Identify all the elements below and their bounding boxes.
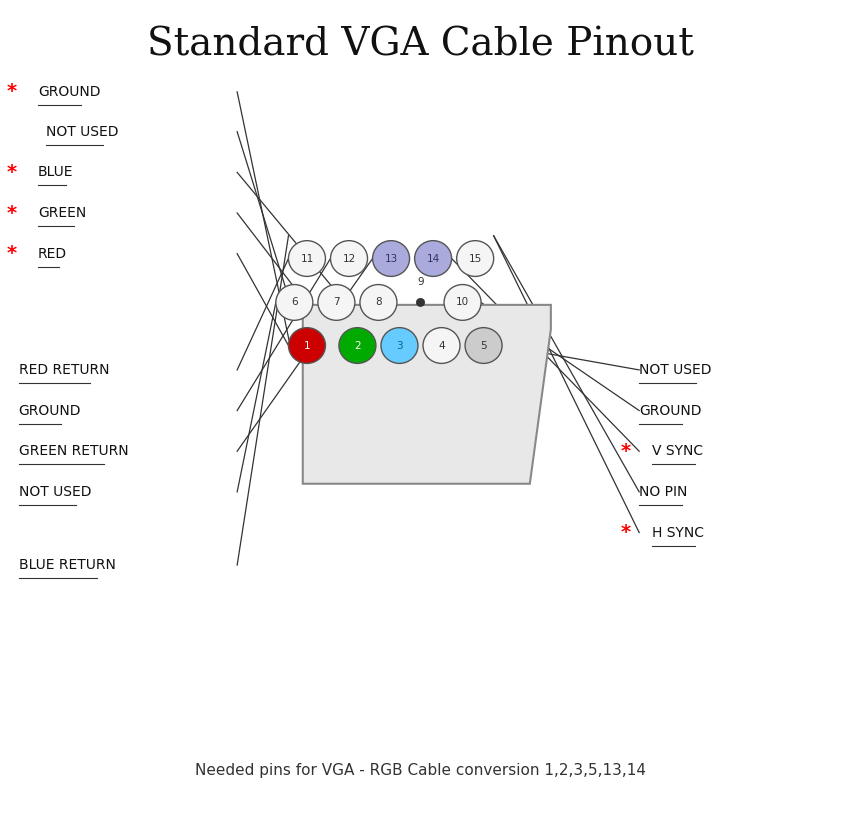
Circle shape [288,241,325,276]
Circle shape [288,328,325,363]
Text: 3: 3 [396,341,403,350]
Text: 15: 15 [468,254,482,263]
Circle shape [373,241,410,276]
Text: RED: RED [38,246,67,261]
Text: GREEN: GREEN [38,206,86,220]
Text: GROUND: GROUND [19,403,81,418]
Circle shape [416,298,425,307]
Circle shape [331,241,368,276]
Text: *: * [7,163,17,182]
Text: 11: 11 [300,254,314,263]
Text: 4: 4 [438,341,445,350]
Text: 14: 14 [426,254,440,263]
Text: NOT USED: NOT USED [639,363,711,377]
Text: GROUND: GROUND [639,403,701,418]
Text: *: * [621,523,631,542]
Text: 10: 10 [456,298,469,307]
Circle shape [381,328,418,363]
Text: 5: 5 [480,341,487,350]
Circle shape [318,285,355,320]
Text: NOT USED: NOT USED [46,124,119,139]
Text: *: * [7,244,17,263]
Circle shape [444,285,481,320]
Polygon shape [303,305,551,484]
Text: GROUND: GROUND [38,85,100,99]
Text: NO PIN: NO PIN [639,485,688,499]
Text: BLUE RETURN: BLUE RETURN [19,558,115,572]
Text: BLUE: BLUE [38,165,73,180]
Text: 6: 6 [291,298,298,307]
Circle shape [360,285,397,320]
Text: Standard VGA Cable Pinout: Standard VGA Cable Pinout [147,26,694,63]
Text: 2: 2 [354,341,361,350]
Text: 8: 8 [375,298,382,307]
Text: H SYNC: H SYNC [652,525,704,540]
Text: 12: 12 [342,254,356,263]
Text: 9: 9 [417,277,424,287]
Circle shape [465,328,502,363]
Text: NOT USED: NOT USED [19,485,91,499]
Text: *: * [621,441,631,461]
Text: GREEN RETURN: GREEN RETURN [19,444,128,459]
Text: RED RETURN: RED RETURN [19,363,109,377]
Text: *: * [7,203,17,223]
Text: 7: 7 [333,298,340,307]
Text: *: * [7,82,17,102]
Text: Needed pins for VGA - RGB Cable conversion 1,2,3,5,13,14: Needed pins for VGA - RGB Cable conversi… [195,763,646,778]
Circle shape [339,328,376,363]
Text: 13: 13 [384,254,398,263]
Circle shape [457,241,494,276]
Text: V SYNC: V SYNC [652,444,703,459]
Circle shape [423,328,460,363]
Text: 1: 1 [304,341,310,350]
Circle shape [276,285,313,320]
Circle shape [415,241,452,276]
